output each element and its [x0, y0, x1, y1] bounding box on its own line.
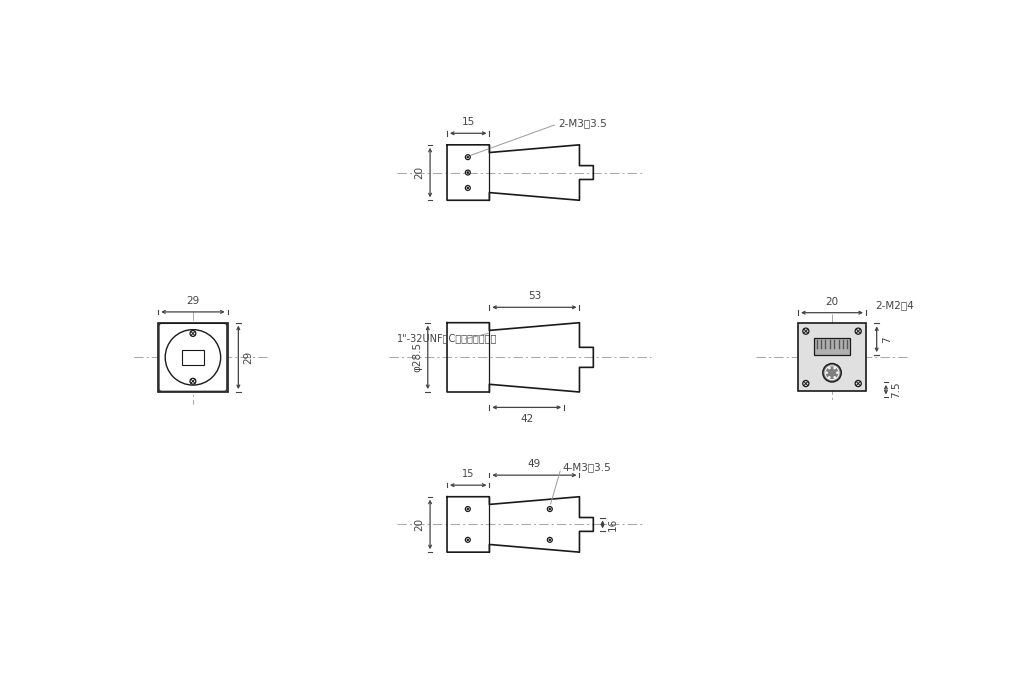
Polygon shape: [447, 323, 593, 392]
Bar: [815, 338, 850, 355]
Circle shape: [834, 368, 835, 369]
Text: 2-M2深4: 2-M2深4: [876, 300, 914, 310]
Text: 7: 7: [882, 336, 892, 342]
Circle shape: [826, 372, 827, 374]
Bar: [798, 323, 866, 391]
Text: 20: 20: [415, 166, 424, 179]
Circle shape: [823, 363, 842, 382]
Circle shape: [549, 508, 551, 510]
Text: 42: 42: [520, 414, 534, 424]
Circle shape: [828, 368, 830, 369]
Text: 1"-32UNF（Cマウントネジ）: 1"-32UNF（Cマウントネジ）: [397, 333, 497, 343]
Text: φ28.5: φ28.5: [412, 342, 422, 372]
Text: 20: 20: [415, 518, 424, 531]
Polygon shape: [447, 145, 593, 200]
Polygon shape: [447, 497, 593, 552]
Text: 20: 20: [825, 297, 838, 307]
Text: 7.5: 7.5: [891, 382, 901, 398]
Text: 29: 29: [244, 351, 253, 364]
Text: 49: 49: [527, 459, 541, 469]
Text: 15: 15: [461, 117, 475, 127]
Bar: [182, 350, 204, 365]
Circle shape: [467, 156, 469, 158]
Circle shape: [836, 372, 838, 374]
Text: 29: 29: [186, 296, 200, 306]
Circle shape: [467, 539, 469, 541]
Bar: [159, 323, 228, 392]
Text: 2-M3深3.5: 2-M3深3.5: [558, 118, 608, 128]
Circle shape: [467, 172, 469, 174]
Text: 53: 53: [527, 291, 541, 301]
Circle shape: [467, 508, 469, 510]
Text: 4-M3深3.5: 4-M3深3.5: [562, 463, 611, 473]
Circle shape: [834, 377, 835, 378]
Text: 16: 16: [608, 518, 618, 531]
Circle shape: [549, 539, 551, 541]
Circle shape: [467, 187, 469, 189]
Circle shape: [828, 377, 830, 378]
Text: 15: 15: [462, 469, 475, 479]
FancyBboxPatch shape: [159, 323, 227, 391]
